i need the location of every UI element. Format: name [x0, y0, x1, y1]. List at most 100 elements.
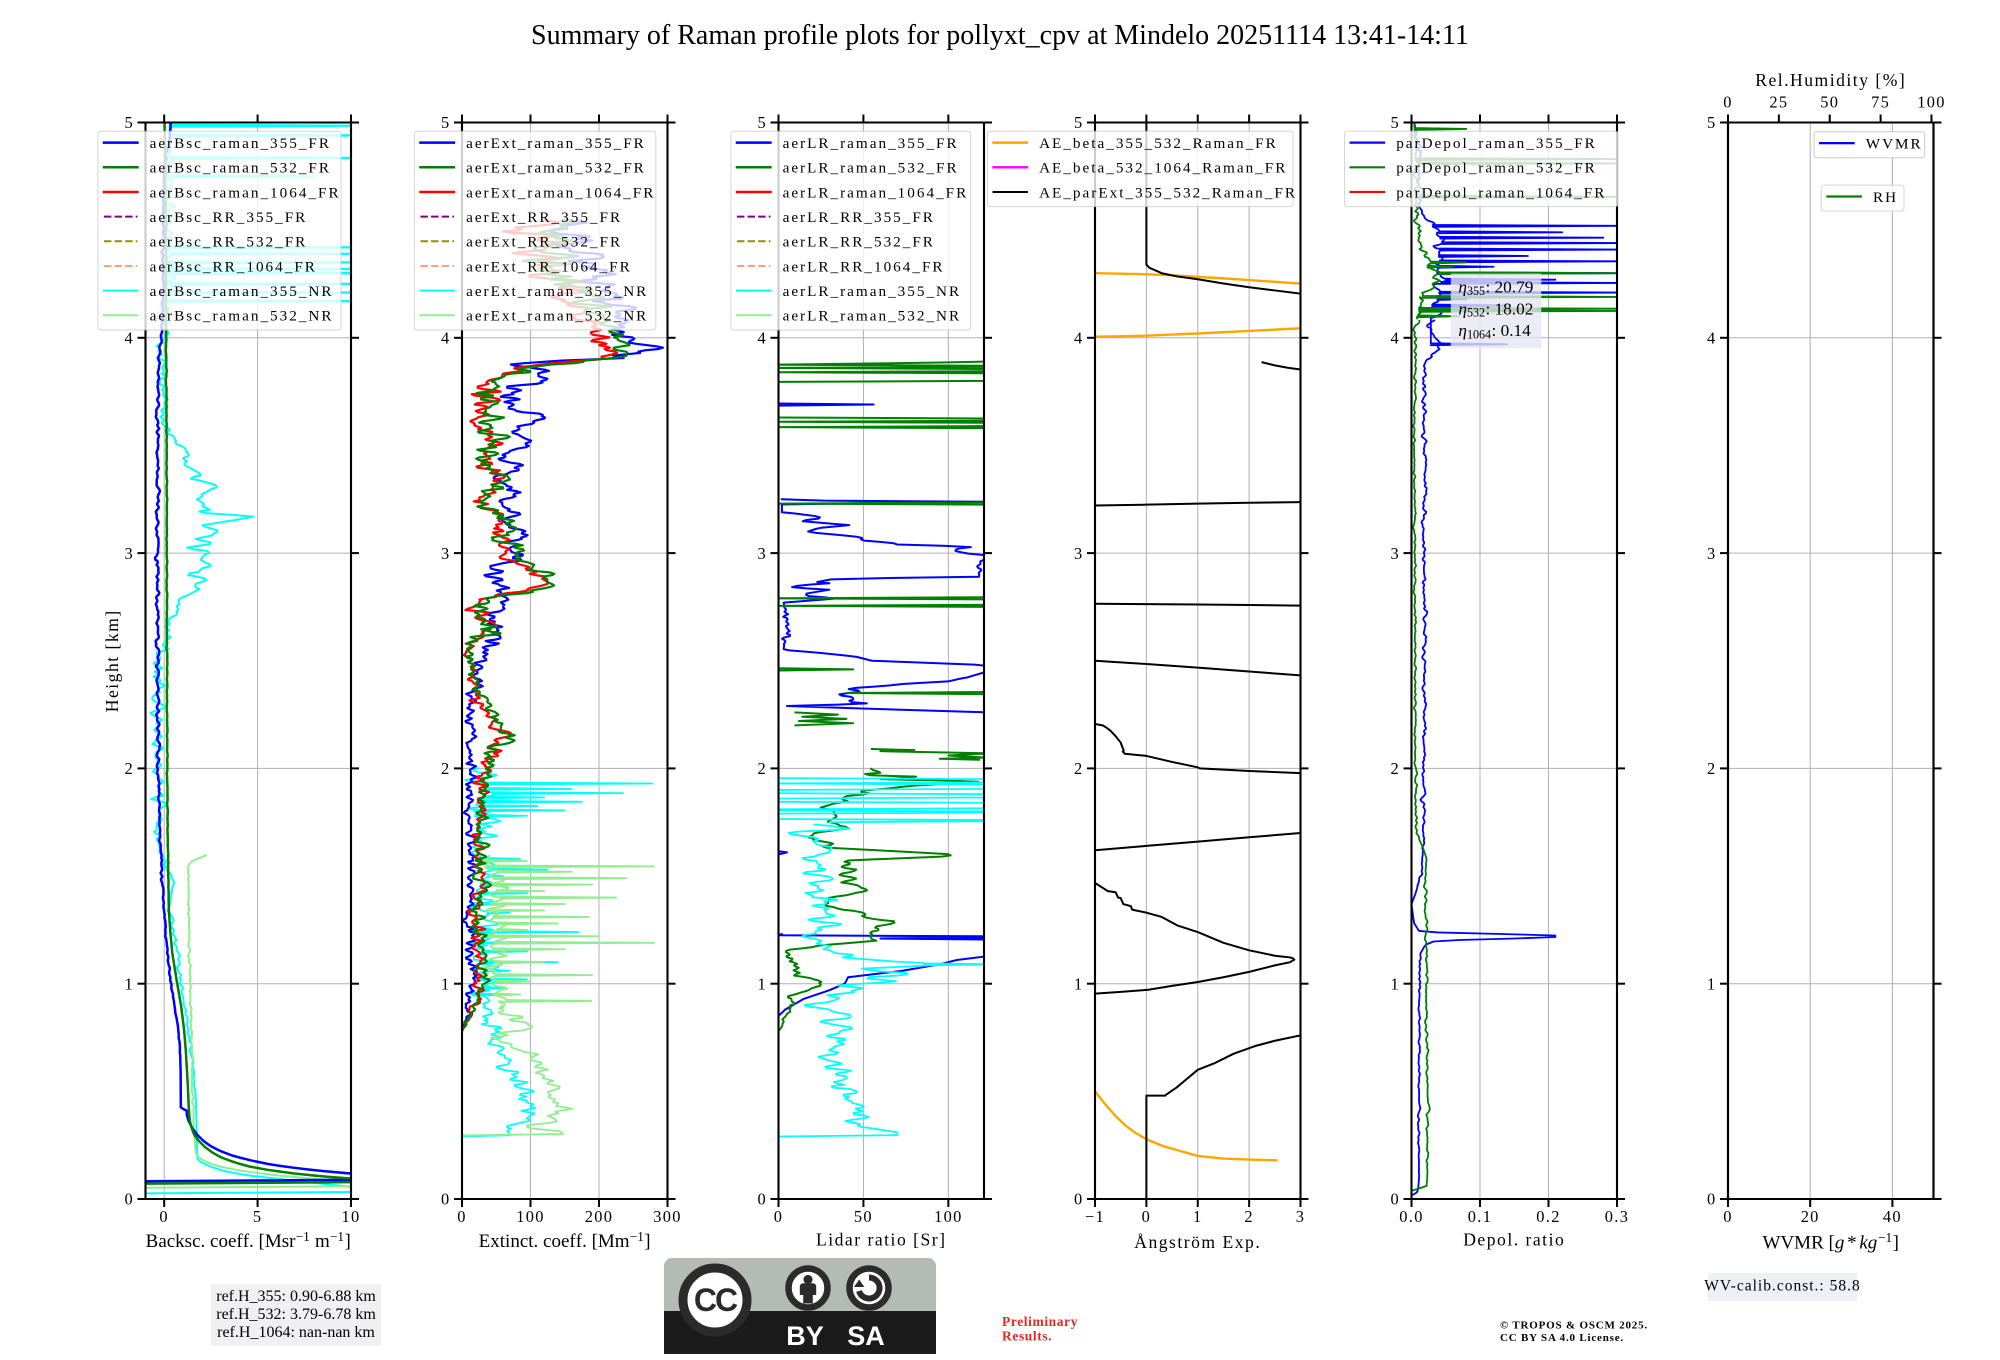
svg-text:3: 3 [441, 544, 451, 563]
svg-text:aerExt_RR_532_FR: aerExt_RR_532_FR [466, 234, 622, 251]
svg-text:aerLR_raman_532_NR: aerLR_raman_532_NR [783, 308, 962, 325]
svg-text:−1: −1 [1085, 1207, 1105, 1226]
svg-text:20: 20 [1801, 1207, 1820, 1226]
svg-text:Preliminary: Preliminary [1002, 1314, 1078, 1329]
svg-text:5: 5 [1391, 113, 1401, 132]
svg-text:2: 2 [1244, 1207, 1254, 1226]
svg-text:η 1 0 6: η 1 0 6 4 : 0 . 1 4 [1458, 321, 1554, 342]
svg-text:AE_beta_532_1064_Raman_FR: AE_beta_532_1064_Raman_FR [1039, 160, 1287, 177]
svg-text:aerExt_RR_355_FR: aerExt_RR_355_FR [466, 209, 622, 226]
svg-text:3: 3 [1074, 544, 1084, 563]
svg-text:Rel.Humidity [%]: Rel.Humidity [%] [1755, 70, 1906, 90]
svg-text:1: 1 [1193, 1207, 1203, 1226]
svg-text:WVMR: WVMR [1866, 135, 1929, 152]
svg-text:0: 0 [457, 1207, 467, 1226]
svg-text:0: 0 [1142, 1207, 1152, 1226]
svg-text:aerBsc_raman_355_NR: aerBsc_raman_355_NR [150, 283, 334, 300]
svg-text:0.3: 0.3 [1605, 1207, 1629, 1226]
svg-text:0: 0 [758, 1190, 768, 1209]
svg-text:2: 2 [441, 759, 451, 778]
svg-text:aerExt_raman_532_NR: aerExt_raman_532_NR [466, 308, 648, 325]
svg-text:SA: SA [847, 1321, 885, 1351]
svg-text:aerBsc_RR_355_FR: aerBsc_RR_355_FR [150, 209, 308, 226]
svg-text:aerLR_raman_1064_FR: aerLR_raman_1064_FR [783, 184, 1021, 201]
svg-text:5: 5 [758, 113, 768, 132]
svg-text:parDepol_raman_532_FR: parDepol_raman_532_FR [1396, 160, 1597, 177]
svg-text:ref.H_1064: nan-nan km: ref.H_1064: nan-nan km [217, 1324, 375, 1341]
svg-text:aerBsc_raman_355_FR: aerBsc_raman_355_FR [150, 135, 331, 152]
svg-text:Lidar ratio [Sr]: Lidar ratio [Sr] [816, 1230, 947, 1250]
svg-text:B a c k: B a c k s c . c o e f f . [ M s r m ] − [146, 1228, 383, 1252]
svg-text:100: 100 [516, 1207, 545, 1226]
svg-text:WV-calib.const.: 58.8: WV-calib.const.: 58.8 [1704, 1278, 1860, 1295]
svg-text:ref.H_532: 3.79-6.78 km: ref.H_532: 3.79-6.78 km [216, 1306, 376, 1323]
svg-text:aerLR_RR_1064_FR: aerLR_RR_1064_FR [783, 258, 945, 275]
svg-text:0.2: 0.2 [1536, 1207, 1560, 1226]
svg-text:0: 0 [125, 1190, 135, 1209]
svg-text:Summary of Raman profile plots: Summary of Raman profile plots for polly… [531, 20, 1469, 51]
svg-text:0.1: 0.1 [1468, 1207, 1492, 1226]
svg-text:0: 0 [1074, 1190, 1084, 1209]
svg-text:aerLR_raman_355_NR: aerLR_raman_355_NR [783, 283, 962, 300]
svg-text:ref.H_355: 0.90-6.88 km: ref.H_355: 0.90-6.88 km [216, 1288, 376, 1305]
svg-text:η 3 5 5: η 3 5 5 : 2 0 . 7 9 [1458, 277, 1557, 298]
svg-text:aerLR_RR_532_FR: aerLR_RR_532_FR [783, 234, 935, 251]
svg-text:10: 10 [342, 1207, 361, 1226]
svg-text:4: 4 [1391, 328, 1401, 347]
svg-text:2: 2 [758, 759, 768, 778]
svg-text:aerExt_raman_355_NR: aerExt_raman_355_NR [466, 283, 648, 300]
svg-text:100: 100 [1917, 93, 1946, 112]
svg-text:4: 4 [1074, 328, 1084, 347]
svg-text:parDepol_raman_355_FR: parDepol_raman_355_FR [1396, 135, 1597, 152]
svg-text:4: 4 [758, 328, 768, 347]
svg-text:3: 3 [1707, 544, 1717, 563]
svg-text:aerExt_raman_1064_FR: aerExt_raman_1064_FR [466, 184, 707, 201]
svg-text:4: 4 [441, 328, 451, 347]
svg-text:E x t i: E x t i n c t . c o e f f . [ M m ] − 1 [479, 1228, 683, 1252]
svg-text:50: 50 [1820, 93, 1839, 112]
svg-text:Ångström Exp.: Ångström Exp. [1134, 1232, 1261, 1252]
svg-text:0: 0 [441, 1190, 451, 1209]
svg-text:0: 0 [1391, 1190, 1401, 1209]
svg-text:0: 0 [159, 1207, 169, 1226]
svg-text:0: 0 [1707, 1190, 1717, 1209]
svg-text:3: 3 [1391, 544, 1401, 563]
svg-text:aerBsc_raman_532_FR: aerBsc_raman_532_FR [150, 160, 331, 177]
svg-text:aerBsc_RR_532_FR: aerBsc_RR_532_FR [150, 234, 308, 251]
svg-text:2: 2 [1074, 759, 1084, 778]
svg-text:1: 1 [1074, 974, 1084, 993]
svg-text:4: 4 [125, 328, 135, 347]
svg-text:AE_parExt_355_532_Raman_FR: AE_parExt_355_532_Raman_FR [1039, 184, 1361, 201]
svg-text:75: 75 [1871, 93, 1890, 112]
svg-text:parDepol_raman_1064_FR: parDepol_raman_1064_FR [1396, 184, 1682, 201]
svg-text:η 5 3 2: η 5 3 2 : 1 8 . 0 2 [1458, 299, 1557, 320]
svg-text:CC BY SA 4.0 License.: CC BY SA 4.0 License. [1500, 1332, 1624, 1344]
svg-text:25: 25 [1769, 93, 1788, 112]
svg-text:300: 300 [653, 1207, 682, 1226]
svg-text:100: 100 [934, 1207, 963, 1226]
svg-text:2: 2 [1707, 759, 1717, 778]
svg-text:1: 1 [1707, 974, 1717, 993]
svg-text:aerBsc_RR_1064_FR: aerBsc_RR_1064_FR [150, 258, 317, 275]
svg-text:aerExt_raman_532_FR: aerExt_raman_532_FR [466, 160, 646, 177]
svg-text:aerExt_RR_1064_FR: aerExt_RR_1064_FR [466, 258, 632, 275]
svg-text:5: 5 [253, 1207, 263, 1226]
svg-text:1: 1 [1391, 974, 1401, 993]
svg-text:aerLR_raman_532_FR: aerLR_raman_532_FR [783, 160, 959, 177]
svg-text:5: 5 [125, 113, 135, 132]
svg-text:3: 3 [1296, 1207, 1306, 1226]
svg-text:2: 2 [125, 759, 135, 778]
svg-text:1: 1 [125, 974, 135, 993]
svg-text:4: 4 [1707, 328, 1717, 347]
svg-text:aerBsc_raman_1064_FR: aerBsc_raman_1064_FR [150, 184, 393, 201]
svg-text:AE_beta_355_532_Raman_FR: AE_beta_355_532_Raman_FR [1039, 135, 1278, 152]
svg-text:5: 5 [441, 113, 451, 132]
svg-text:© TROPOS & OSCM 2025.: © TROPOS & OSCM 2025. [1500, 1320, 1648, 1332]
svg-text:CC: CC [694, 1282, 738, 1318]
svg-text:Results.: Results. [1002, 1329, 1052, 1344]
svg-text:BY: BY [786, 1321, 824, 1351]
svg-text:3: 3 [125, 544, 135, 563]
svg-text:0: 0 [774, 1207, 784, 1226]
svg-text:Height [km]: Height [km] [102, 609, 122, 712]
svg-text:1: 1 [758, 974, 768, 993]
